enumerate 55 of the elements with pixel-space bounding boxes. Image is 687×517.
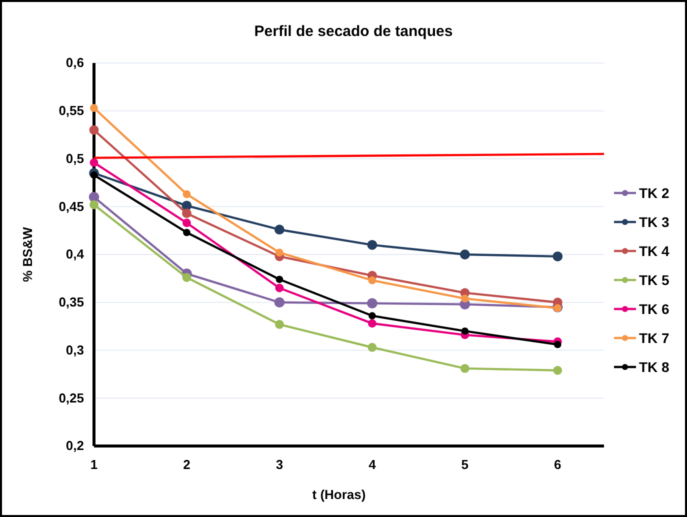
legend-label: TK 6 [639, 301, 670, 317]
point [182, 218, 191, 228]
point [90, 171, 98, 179]
point [182, 208, 192, 218]
legend-label: TK 3 [639, 214, 670, 230]
x-tick-label: 6 [554, 457, 562, 472]
x-tick-label: 3 [276, 457, 284, 472]
y-tick-label: 0,35 [58, 294, 84, 310]
point [275, 284, 284, 292]
point [274, 224, 284, 235]
y-tick-label: 0,6 [66, 55, 84, 70]
point [88, 192, 100, 202]
point [183, 228, 190, 236]
point [274, 320, 284, 329]
y-tick-label: 0,4 [66, 246, 85, 262]
point [182, 273, 192, 282]
point [367, 240, 378, 250]
x-tick-label: 2 [183, 457, 190, 472]
point [553, 366, 562, 375]
y-tick-label: 0,55 [58, 103, 84, 118]
point [367, 298, 378, 308]
legend-label: TK 2 [639, 185, 670, 201]
y-tick-label: 0,5 [66, 150, 84, 166]
y-tick-label: 0,3 [66, 342, 84, 358]
point [90, 104, 98, 112]
point [90, 158, 98, 167]
point [368, 312, 376, 320]
point [90, 200, 98, 210]
point [552, 251, 563, 262]
y-tick-label: 0,45 [58, 198, 84, 214]
point [460, 364, 470, 373]
legend-label: TK 7 [639, 330, 670, 346]
y-tick-label: 0,25 [58, 390, 84, 406]
point [461, 327, 469, 335]
y-axis-title: % BS&W [20, 226, 35, 282]
point [276, 276, 284, 284]
x-axis-title: t (Horas) [312, 487, 366, 502]
legend-label: TK 5 [639, 272, 670, 288]
x-tick-label: 4 [368, 457, 377, 472]
point [89, 125, 99, 135]
point [460, 250, 470, 260]
point [182, 190, 191, 198]
legend-label: TK 8 [639, 359, 670, 375]
x-tick-label: 5 [461, 457, 469, 472]
x-tick-label: 1 [90, 457, 98, 472]
point [368, 319, 376, 328]
point [276, 248, 284, 257]
point [554, 340, 562, 348]
point [460, 294, 469, 302]
legend-label: TK 4 [639, 243, 670, 259]
point [368, 342, 377, 352]
point [274, 297, 285, 308]
y-tick-label: 0,2 [66, 438, 84, 454]
chart-title: Perfil de secado de tanques [254, 23, 453, 40]
point [368, 276, 376, 284]
